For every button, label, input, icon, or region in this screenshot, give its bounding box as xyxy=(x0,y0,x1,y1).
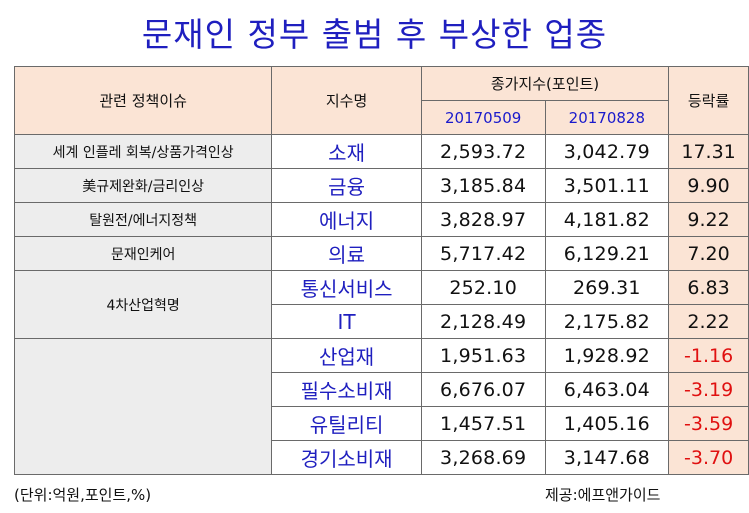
change-rate: 9.22 xyxy=(668,202,749,237)
table-row: 산업재 1,951.63 1,928.92 -1.16 xyxy=(13,338,749,475)
change-rate: 2.22 xyxy=(668,304,749,339)
sector-name: 의료 xyxy=(271,236,422,271)
index-start: 2,128.49 xyxy=(420,304,546,339)
sector-name: 금융 xyxy=(271,168,422,203)
policy-issue: 세계 인플레 회복/상품가격인상 xyxy=(13,134,273,169)
change-rate: -1.16 xyxy=(668,338,749,373)
sector-name: IT xyxy=(271,304,422,339)
header-rate: 등락률 xyxy=(668,66,749,135)
index-end: 3,042.79 xyxy=(544,134,670,169)
sector-name: 에너지 xyxy=(271,202,422,237)
index-end: 1,928.92 xyxy=(544,338,670,373)
change-rate: 9.90 xyxy=(668,168,749,203)
unit-note: (단위:억원,포인트,%) xyxy=(14,486,152,504)
index-start: 2,593.72 xyxy=(420,134,546,169)
page-title: 문재인 정부 출범 후 부상한 업종 xyxy=(141,15,608,54)
table-row: 경기소비재 3,268.69 3,147.68 -3.70 xyxy=(15,440,749,475)
policy-issue-empty xyxy=(13,338,273,475)
header-sector: 지수명 xyxy=(271,66,422,135)
table-row: 4차산업혁명 통신서비스 252.10 269.31 6.83 xyxy=(13,270,749,339)
policy-issue: 문재인케어 xyxy=(13,236,273,271)
index-start: 3,185.84 xyxy=(420,168,546,203)
sector-name: 유틸리티 xyxy=(271,406,422,441)
policy-issue: 탈원전/에너지정책 xyxy=(13,202,273,237)
index-start: 3,828.97 xyxy=(420,202,546,237)
header-date-end: 20170828 xyxy=(544,100,670,135)
table-row: 필수소비재 6,676.07 6,463.04 -3.19 xyxy=(15,372,749,407)
index-end: 269.31 xyxy=(544,270,670,305)
table-row: 탈원전/에너지정책 에너지 3,828.97 4,181.82 9.22 xyxy=(13,202,749,237)
index-end: 6,463.04 xyxy=(544,372,670,407)
change-rate: -3.19 xyxy=(668,372,749,407)
table-row: IT 2,128.49 2,175.82 2.22 xyxy=(15,304,749,339)
header-issue: 관련 정책이슈 xyxy=(13,66,273,135)
sector-name: 경기소비재 xyxy=(271,440,422,475)
change-rate: 6.83 xyxy=(668,270,749,305)
index-start: 1,951.63 xyxy=(420,338,546,373)
sector-name: 산업재 xyxy=(271,338,422,373)
index-start: 6,676.07 xyxy=(420,372,546,407)
index-start: 5,717.42 xyxy=(420,236,546,271)
index-end: 3,147.68 xyxy=(544,440,670,475)
policy-issue: 4차산업혁명 xyxy=(13,270,273,339)
header-index-group: 종가지수(포인트) xyxy=(420,66,670,101)
index-end: 1,405.16 xyxy=(544,406,670,441)
index-start: 3,268.69 xyxy=(420,440,546,475)
sector-index-table: 관련 정책이슈 지수명 종가지수(포인트) 등락률 20170509 20170… xyxy=(13,66,749,475)
sector-name: 필수소비재 xyxy=(271,372,422,407)
index-end: 4,181.82 xyxy=(544,202,670,237)
change-rate: -3.70 xyxy=(668,440,749,475)
table-row: 문재인케어 의료 5,717.42 6,129.21 7.20 xyxy=(13,236,749,271)
source-note: 제공:에프앤가이드 xyxy=(545,486,661,504)
table-row: 유틸리티 1,457.51 1,405.16 -3.59 xyxy=(15,406,749,441)
sector-name: 통신서비스 xyxy=(271,270,422,305)
change-rate: 7.20 xyxy=(668,236,749,271)
header-date-start: 20170509 xyxy=(420,100,546,135)
index-start: 252.10 xyxy=(420,270,546,305)
change-rate: -3.59 xyxy=(668,406,749,441)
index-end: 2,175.82 xyxy=(544,304,670,339)
index-end: 3,501.11 xyxy=(544,168,670,203)
table-row: 세계 인플레 회복/상품가격인상 소재 2,593.72 3,042.79 17… xyxy=(13,134,749,169)
sector-name: 소재 xyxy=(271,134,422,169)
policy-issue: 美규제완화/금리인상 xyxy=(13,168,273,203)
index-end: 6,129.21 xyxy=(544,236,670,271)
table-row: 美규제완화/금리인상 금융 3,185.84 3,501.11 9.90 xyxy=(13,168,749,203)
index-start: 1,457.51 xyxy=(420,406,546,441)
change-rate: 17.31 xyxy=(668,134,749,169)
